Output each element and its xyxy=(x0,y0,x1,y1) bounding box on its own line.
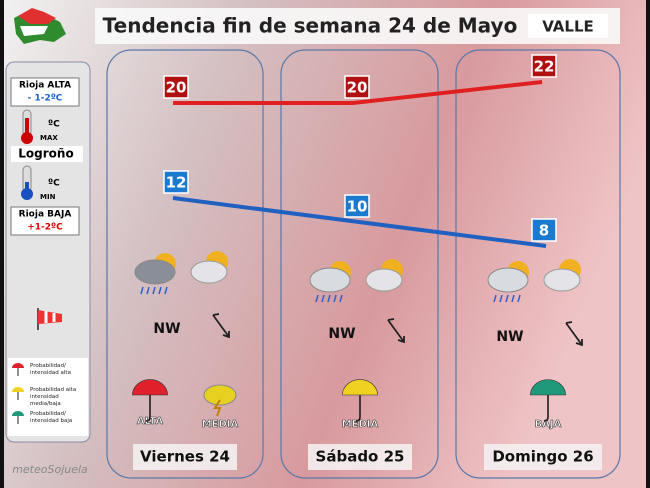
legend-umbrella xyxy=(12,411,24,416)
rain-drop xyxy=(493,294,497,303)
cloud xyxy=(134,259,176,285)
wind-dir: NW xyxy=(328,326,355,342)
rain-drop xyxy=(152,286,156,295)
rain-level: MEDIA xyxy=(342,419,379,430)
legend-text: Probabilidad/intensidad alta xyxy=(30,363,71,376)
rain-drop xyxy=(321,294,325,303)
baja-value: +1-2ºC xyxy=(27,223,63,233)
alta-box xyxy=(10,77,80,107)
day-column xyxy=(106,49,264,479)
day-name: Viernes 24 xyxy=(140,448,230,466)
day-name: Domingo 26 xyxy=(492,448,593,466)
region: VALLE xyxy=(542,18,594,36)
day-column xyxy=(455,49,621,479)
cloud xyxy=(543,268,581,292)
day-name: Sábado 25 xyxy=(316,448,405,466)
rain-level: ALTA xyxy=(137,416,164,427)
max-box xyxy=(531,54,557,78)
unit: ºC xyxy=(48,179,60,189)
umbrella-handle xyxy=(145,395,151,422)
min-temp: 8 xyxy=(539,222,549,240)
title: Tendencia fin de semana 24 de Mayo xyxy=(103,14,518,38)
rain-drop xyxy=(140,286,144,295)
lightning xyxy=(213,399,222,417)
max-temp: 22 xyxy=(534,58,555,76)
edge xyxy=(646,0,650,488)
day-label-box xyxy=(484,444,602,470)
min-box xyxy=(163,170,189,194)
wind-dir: NW xyxy=(496,329,523,345)
watermark: meteoSojuela xyxy=(12,463,88,476)
wind-dir: NW xyxy=(153,321,180,337)
legend-item: Probabilidad alta intensidad media/baja xyxy=(12,387,76,407)
day-label-box xyxy=(133,444,237,470)
max-label: MAX xyxy=(40,134,58,142)
windsock xyxy=(37,308,62,330)
region-box xyxy=(528,14,608,38)
umbrella-handle xyxy=(543,395,549,422)
cloud xyxy=(487,267,529,293)
thermo-max-bulb xyxy=(21,132,33,144)
umbrella xyxy=(342,379,378,396)
umbrella-handle xyxy=(355,395,361,422)
city: Logroño xyxy=(18,147,73,161)
legend-item: Probabilidad/intensidad alta xyxy=(12,363,71,376)
storm-cloud xyxy=(203,384,237,406)
edge xyxy=(0,0,4,488)
day-column xyxy=(280,49,439,479)
min-box xyxy=(531,218,557,242)
rain-drop xyxy=(315,294,319,303)
umbrella xyxy=(530,379,566,396)
thermo-max-fill xyxy=(25,118,29,136)
max-temp: 20 xyxy=(166,79,187,97)
logo xyxy=(14,8,66,44)
cloud xyxy=(365,268,403,292)
wind-arrow xyxy=(387,318,405,344)
min-temp: 12 xyxy=(166,174,187,192)
max-box xyxy=(344,75,370,99)
legend-umbrella xyxy=(12,363,24,368)
rain-drop xyxy=(333,294,337,303)
city-box xyxy=(11,146,83,162)
max-line xyxy=(173,80,543,105)
rain-drop xyxy=(327,294,331,303)
rain-drop xyxy=(164,286,168,295)
max-box xyxy=(163,75,189,99)
cloud xyxy=(309,267,351,293)
wind-arrow xyxy=(565,321,583,347)
baja-box xyxy=(10,206,80,236)
rain-drop xyxy=(146,286,150,295)
max-temp: 20 xyxy=(347,79,368,97)
legend-text: Probabilidad alta intensidad media/baja xyxy=(30,387,76,407)
rain-drop xyxy=(511,294,515,303)
legend-box xyxy=(8,358,88,436)
thermo-min-bulb xyxy=(21,188,33,200)
day-label-box xyxy=(308,444,412,470)
rain-drop xyxy=(339,294,343,303)
thermo-min-fill xyxy=(25,182,29,192)
min-temp: 10 xyxy=(347,198,368,216)
min-box xyxy=(344,194,370,218)
wind-arrow xyxy=(212,313,230,339)
umbrella xyxy=(132,379,168,396)
alta-label: Rioja ALTA xyxy=(19,81,71,91)
legend-umbrella xyxy=(12,387,24,392)
rain-drop xyxy=(499,294,503,303)
baja-label: Rioja BAJA xyxy=(19,210,72,220)
min-label: MIN xyxy=(40,193,56,201)
cloud xyxy=(190,260,228,284)
legend-text: Probabilidad/intensidad baja xyxy=(30,411,72,424)
unit: ºC xyxy=(48,120,60,130)
rain-level: MEDIA xyxy=(202,419,239,430)
rain-drop xyxy=(505,294,509,303)
legend-item: Probabilidad/intensidad baja xyxy=(12,411,72,424)
rain-drop xyxy=(158,286,162,295)
min-line xyxy=(172,196,547,248)
rain-drop xyxy=(517,294,521,303)
rain-level: BAJA xyxy=(535,419,562,430)
alta-value: - 1-2ºC xyxy=(28,94,63,104)
